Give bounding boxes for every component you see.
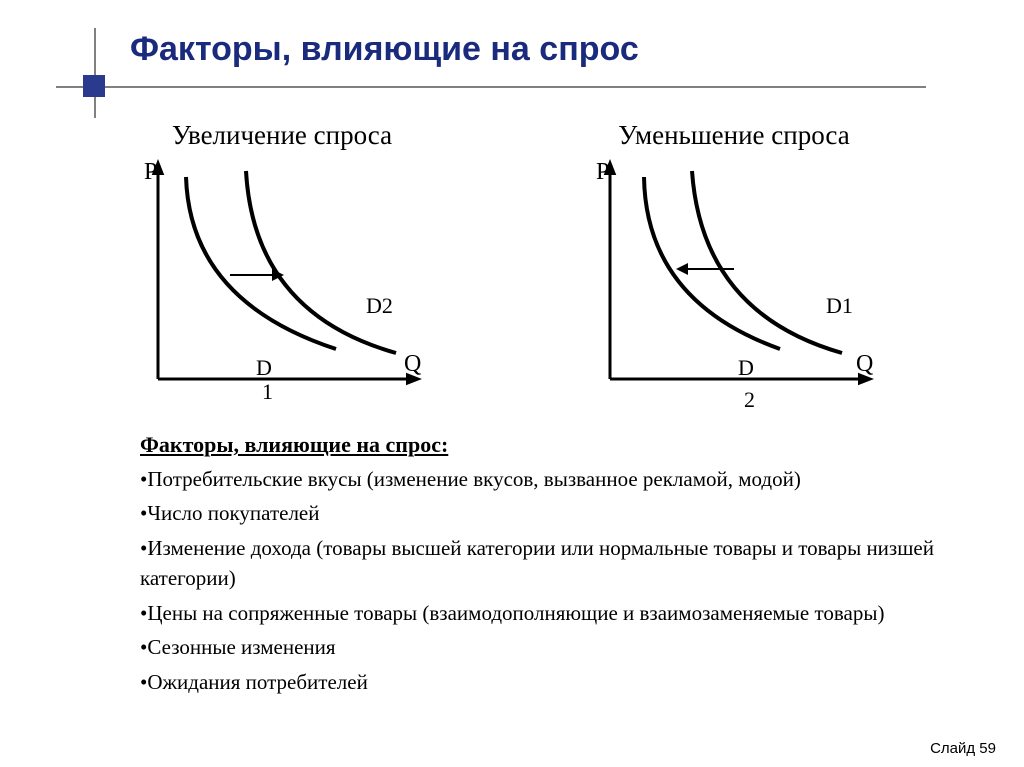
chart-right-title: Уменьшение спроса (544, 120, 924, 151)
svg-text:Q: Q (404, 351, 421, 377)
svg-text:D2: D2 (366, 293, 393, 318)
svg-text:D: D (738, 355, 754, 380)
factors-heading: Факторы, влияющие на спрос: (140, 432, 960, 458)
factor-item: •Изменение дохода (товары высшей категор… (140, 533, 960, 594)
svg-text:2: 2 (744, 387, 755, 412)
header-square-icon (83, 75, 105, 97)
factors-list: •Потребительские вкусы (изменение вкусов… (140, 464, 960, 697)
svg-text:P: P (596, 159, 609, 185)
slide-number: Слайд 59 (930, 740, 996, 757)
chart-left-svg: P Q D1 D2 (136, 153, 436, 413)
chart-increase-demand: Увеличение спроса P Q D1 D2 (92, 120, 472, 413)
svg-text:D: D (256, 355, 272, 380)
svg-text:P: P (144, 159, 157, 185)
factor-item: •Сезонные изменения (140, 632, 960, 662)
header-vertical-line (94, 28, 96, 118)
factor-item: •Число покупателей (140, 498, 960, 528)
svg-text:1: 1 (262, 379, 273, 404)
header-horizontal-line (56, 86, 926, 88)
chart-right-svg: P Q D1 D 2 (588, 153, 888, 413)
factor-item: •Ожидания потребителей (140, 667, 960, 697)
factor-item: •Потребительские вкусы (изменение вкусов… (140, 464, 960, 494)
svg-text:D1: D1 (826, 293, 853, 318)
chart-left-title: Увеличение спроса (92, 120, 472, 151)
slide-title: Факторы, влияющие на спрос (130, 30, 639, 69)
chart-decrease-demand: Уменьшение спроса P Q D1 D 2 (544, 120, 924, 413)
svg-text:Q: Q (856, 351, 873, 377)
factor-item: •Цены на сопряженные товары (взаимодопол… (140, 598, 960, 628)
